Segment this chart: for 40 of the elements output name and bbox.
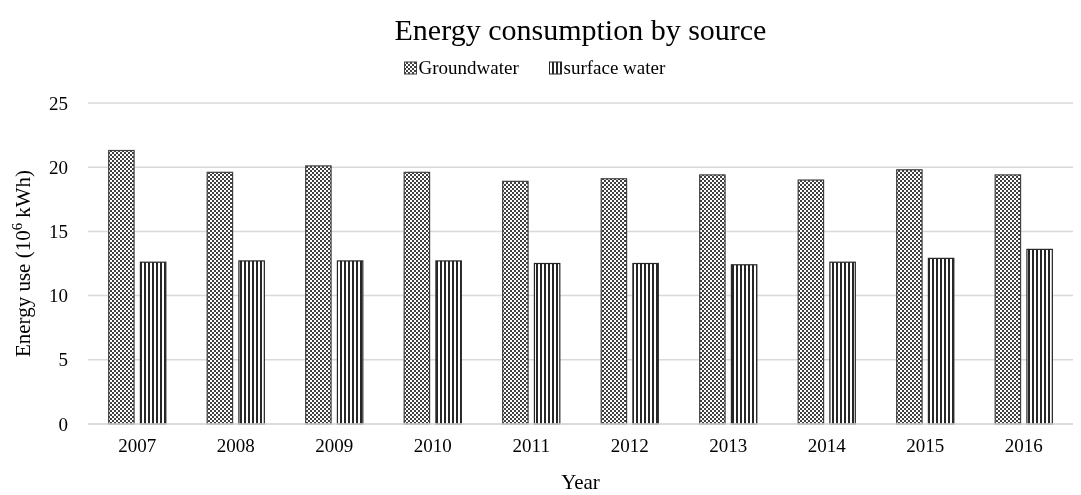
x-axis-title: Year [561,470,600,494]
x-tick-label: 2016 [1004,435,1043,456]
bar [533,262,561,425]
bar [829,261,856,425]
bar [403,171,431,425]
bar [206,171,234,425]
y-tick-label: 25 [49,92,68,114]
bar [797,179,825,425]
x-tick-label: 2012 [610,435,649,456]
legend-label: Groundwater [418,57,520,78]
chart-title: Energy consumption by source [394,13,767,46]
bar [730,264,758,425]
x-tick-label: 2008 [216,435,255,456]
y-tick-label: 5 [58,349,68,371]
bar [108,149,135,425]
y-tick-label: 15 [49,221,68,243]
x-tick-label: 2010 [413,435,452,456]
bar [435,260,462,425]
x-tick-label: 2007 [118,435,157,456]
bar [699,174,726,425]
y-tick-label: 10 [49,285,68,307]
x-tick-label: 2009 [315,435,354,456]
bar [1026,248,1053,425]
bar [994,174,1022,425]
bar [238,260,265,425]
x-tick-label: 2014 [807,435,847,456]
y-tick-label: 20 [49,156,68,178]
bar [927,257,955,425]
bar [139,261,167,425]
bar [896,169,923,425]
x-tick-label: 2011 [512,435,550,456]
bar [632,262,659,425]
legend-label: surface water [563,57,666,78]
bar [305,165,332,425]
x-tick-label: 2015 [906,435,945,456]
y-tick-label: 0 [58,413,68,435]
x-tick-label: 2013 [709,435,748,456]
bar [502,180,529,425]
bar [600,178,628,425]
bar [336,260,364,425]
